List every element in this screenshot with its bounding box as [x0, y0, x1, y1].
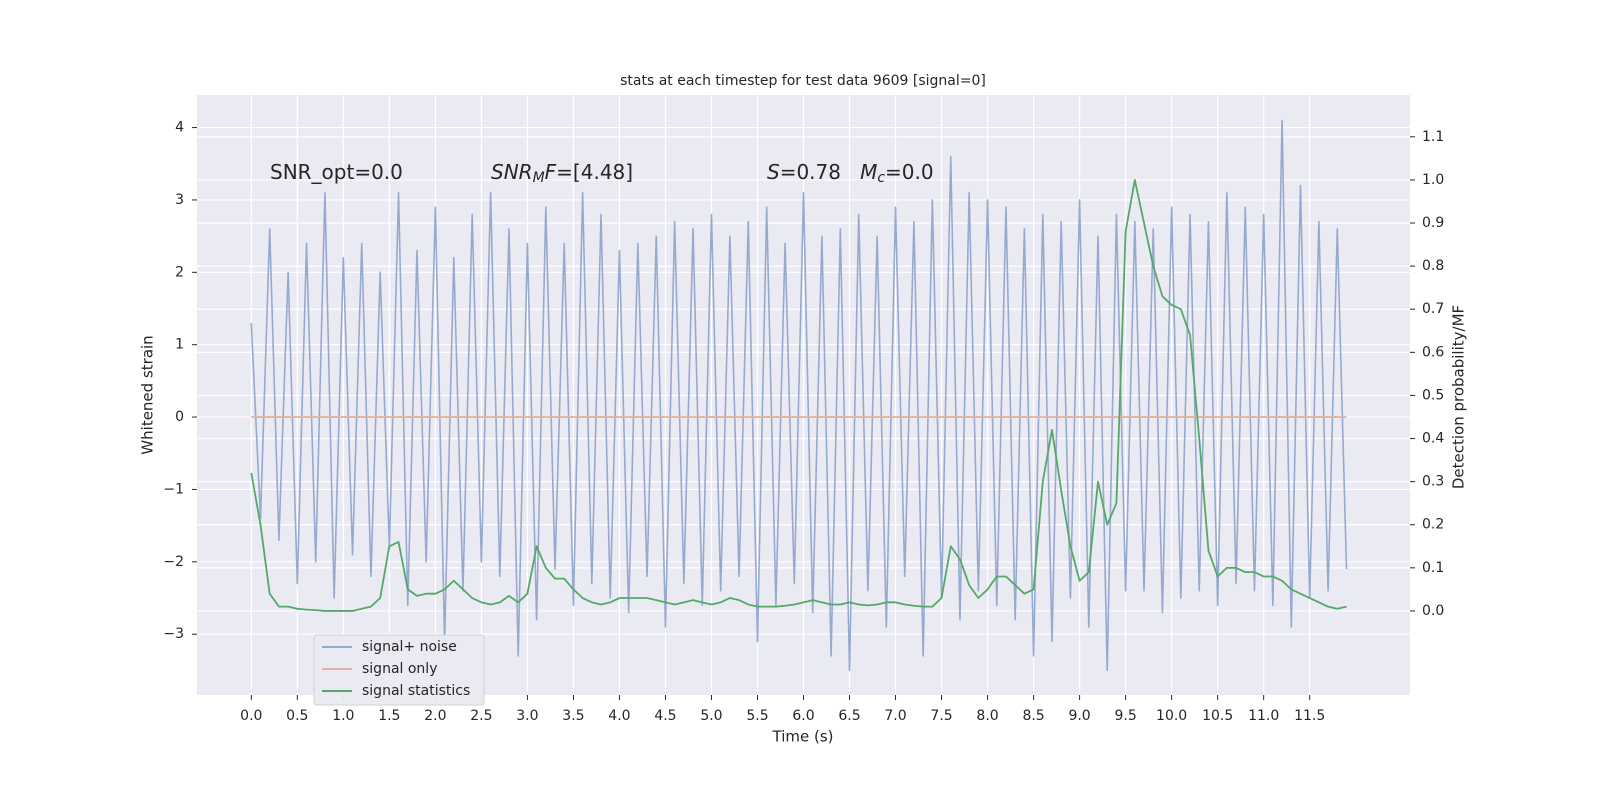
- legend-label: signal+ noise: [362, 639, 457, 655]
- data-line: [250, 179, 1347, 612]
- annotation: S=0.78 Mc=0.0: [767, 160, 934, 187]
- annotation: SNR_opt=0.0: [270, 160, 403, 184]
- annotation-part: SNR: [491, 160, 533, 184]
- x-tick-label: 2.5: [470, 708, 492, 724]
- annotation-part: F: [545, 160, 557, 184]
- x-tick-label: 2.0: [424, 708, 446, 724]
- y-axis-label: Whitened strain: [139, 335, 157, 454]
- data-line: [250, 119, 1348, 672]
- y2-tick-label: 0.6: [1422, 344, 1444, 360]
- x-tick-label: 1.0: [332, 708, 354, 724]
- y2-tick-label: 0.4: [1422, 431, 1444, 447]
- x-tick-label: 8.5: [1022, 708, 1044, 724]
- y-tick-label: 1: [175, 337, 184, 353]
- annotation-part: M: [860, 160, 877, 184]
- y2-tick-label: 0.1: [1422, 560, 1444, 576]
- annotation-part: =0.0: [885, 160, 934, 184]
- x-tick-label: 8.0: [976, 708, 998, 724]
- y2-tick-label: 0.2: [1422, 517, 1444, 533]
- x-tick-label: 3.0: [516, 708, 538, 724]
- y2-tick-label: 0.8: [1422, 258, 1444, 274]
- y2-tick-label: 0.0: [1422, 603, 1444, 619]
- annotation-part: =[4.48]: [556, 160, 633, 184]
- y-tick-label: −1: [163, 481, 184, 497]
- legend-label: signal statistics: [362, 683, 470, 699]
- x-tick-label: 10.0: [1156, 708, 1187, 724]
- y-tick-label: −2: [163, 554, 184, 570]
- x-tick-label: 6.0: [792, 708, 814, 724]
- x-tick-label: 1.5: [378, 708, 400, 724]
- x-tick-label: 0.5: [286, 708, 308, 724]
- y-tick-label: 2: [175, 264, 184, 280]
- x-tick-label: 0.0: [240, 708, 262, 724]
- legend-label: signal only: [362, 661, 437, 677]
- annotation-part: =0.78: [780, 160, 860, 184]
- x-tick-label: 9.5: [1114, 708, 1136, 724]
- x-tick-label: 9.0: [1068, 708, 1090, 724]
- y2-axis-label: Detection probability/MF: [1450, 305, 1468, 489]
- y2-tick-label: 0.7: [1422, 301, 1444, 317]
- y-tick-label: 3: [175, 192, 184, 208]
- y-tick-label: −3: [163, 626, 184, 642]
- y-tick-label: 4: [175, 120, 184, 136]
- x-tick-label: 5.0: [700, 708, 722, 724]
- annotation-part: SNR_opt=0.0: [270, 160, 403, 184]
- x-axis-label: Time (s): [772, 728, 834, 746]
- x-tick-label: 11.0: [1248, 708, 1279, 724]
- x-tick-label: 3.5: [562, 708, 584, 724]
- x-tick-label: 7.5: [930, 708, 952, 724]
- x-tick-label: 4.5: [654, 708, 676, 724]
- x-tick-label: 11.5: [1294, 708, 1325, 724]
- x-tick-label: 7.0: [884, 708, 906, 724]
- annotation: SNRMF=[4.48]: [491, 160, 633, 187]
- annotation-part: S: [767, 160, 780, 184]
- x-tick-label: 6.5: [838, 708, 860, 724]
- legend-box: [313, 634, 485, 706]
- y2-tick-label: 0.3: [1422, 474, 1444, 490]
- chart-title: stats at each timestep for test data 960…: [620, 73, 986, 89]
- annotation-part: M: [533, 170, 545, 186]
- x-tick-label: 10.5: [1202, 708, 1233, 724]
- y2-tick-label: 1.1: [1422, 129, 1444, 145]
- x-tick-label: 4.0: [608, 708, 630, 724]
- y2-tick-label: 0.9: [1422, 215, 1444, 231]
- annotation-part: c: [877, 170, 885, 186]
- y2-tick-label: 0.5: [1422, 387, 1444, 403]
- y-tick-label: 0: [175, 409, 184, 425]
- y2-tick-label: 1.0: [1422, 172, 1444, 188]
- x-tick-label: 5.5: [746, 708, 768, 724]
